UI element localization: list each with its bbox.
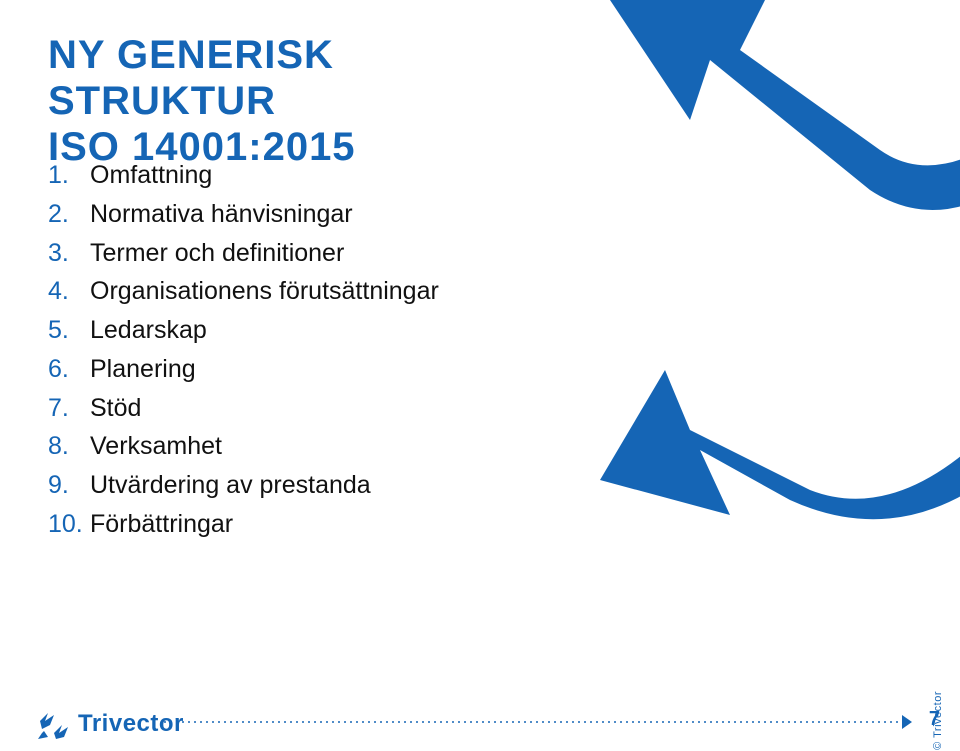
- list-text: Ledarskap: [90, 311, 207, 350]
- list-num: 10.: [48, 505, 90, 544]
- logo: Trivector: [36, 707, 184, 741]
- list-item: 10. Förbättringar: [48, 505, 439, 544]
- list-num: 6.: [48, 350, 90, 389]
- list-text: Organisationens förutsättningar: [90, 272, 439, 311]
- list-text: Stöd: [90, 389, 141, 428]
- list-item: 3. Termer och definitioner: [48, 234, 439, 273]
- list-num: 4.: [48, 272, 90, 311]
- title-line-1: NY GENERISK STRUKTUR: [48, 33, 334, 123]
- cycle-arrow-graphic: [570, 0, 960, 550]
- list-item: 8. Verksamhet: [48, 427, 439, 466]
- list-num: 2.: [48, 195, 90, 234]
- list-num: 5.: [48, 311, 90, 350]
- footer-arrow-icon: [902, 715, 912, 729]
- list-num: 1.: [48, 156, 90, 195]
- list-num: 3.: [48, 234, 90, 273]
- list-text: Planering: [90, 350, 196, 389]
- list-text: Utvärdering av prestanda: [90, 466, 371, 505]
- list-num: 7.: [48, 389, 90, 428]
- list-text: Verksamhet: [90, 427, 222, 466]
- logo-mark-icon: [36, 707, 70, 741]
- slide-title: NY GENERISK STRUKTUR ISO 14001:2015: [48, 32, 568, 170]
- list-item: 5. Ledarskap: [48, 311, 439, 350]
- list-item: 7. Stöd: [48, 389, 439, 428]
- list-text: Normativa hänvisningar: [90, 195, 353, 234]
- list-text: Förbättringar: [90, 505, 233, 544]
- footer-divider: [162, 721, 900, 723]
- logo-text: Trivector: [78, 710, 184, 738]
- list-text: Omfattning: [90, 156, 212, 195]
- copyright-text: © Trivector: [932, 691, 944, 750]
- list-item: 4. Organisationens förutsättningar: [48, 272, 439, 311]
- list-num: 9.: [48, 466, 90, 505]
- list-text: Termer och definitioner: [90, 234, 344, 273]
- content-list: 1. Omfattning 2. Normativa hänvisningar …: [48, 156, 439, 544]
- list-item: 9. Utvärdering av prestanda: [48, 466, 439, 505]
- list-num: 8.: [48, 427, 90, 466]
- slide: NY GENERISK STRUKTUR ISO 14001:2015 1. O…: [0, 0, 960, 751]
- list-item: 2. Normativa hänvisningar: [48, 195, 439, 234]
- list-item: 6. Planering: [48, 350, 439, 389]
- list-item: 1. Omfattning: [48, 156, 439, 195]
